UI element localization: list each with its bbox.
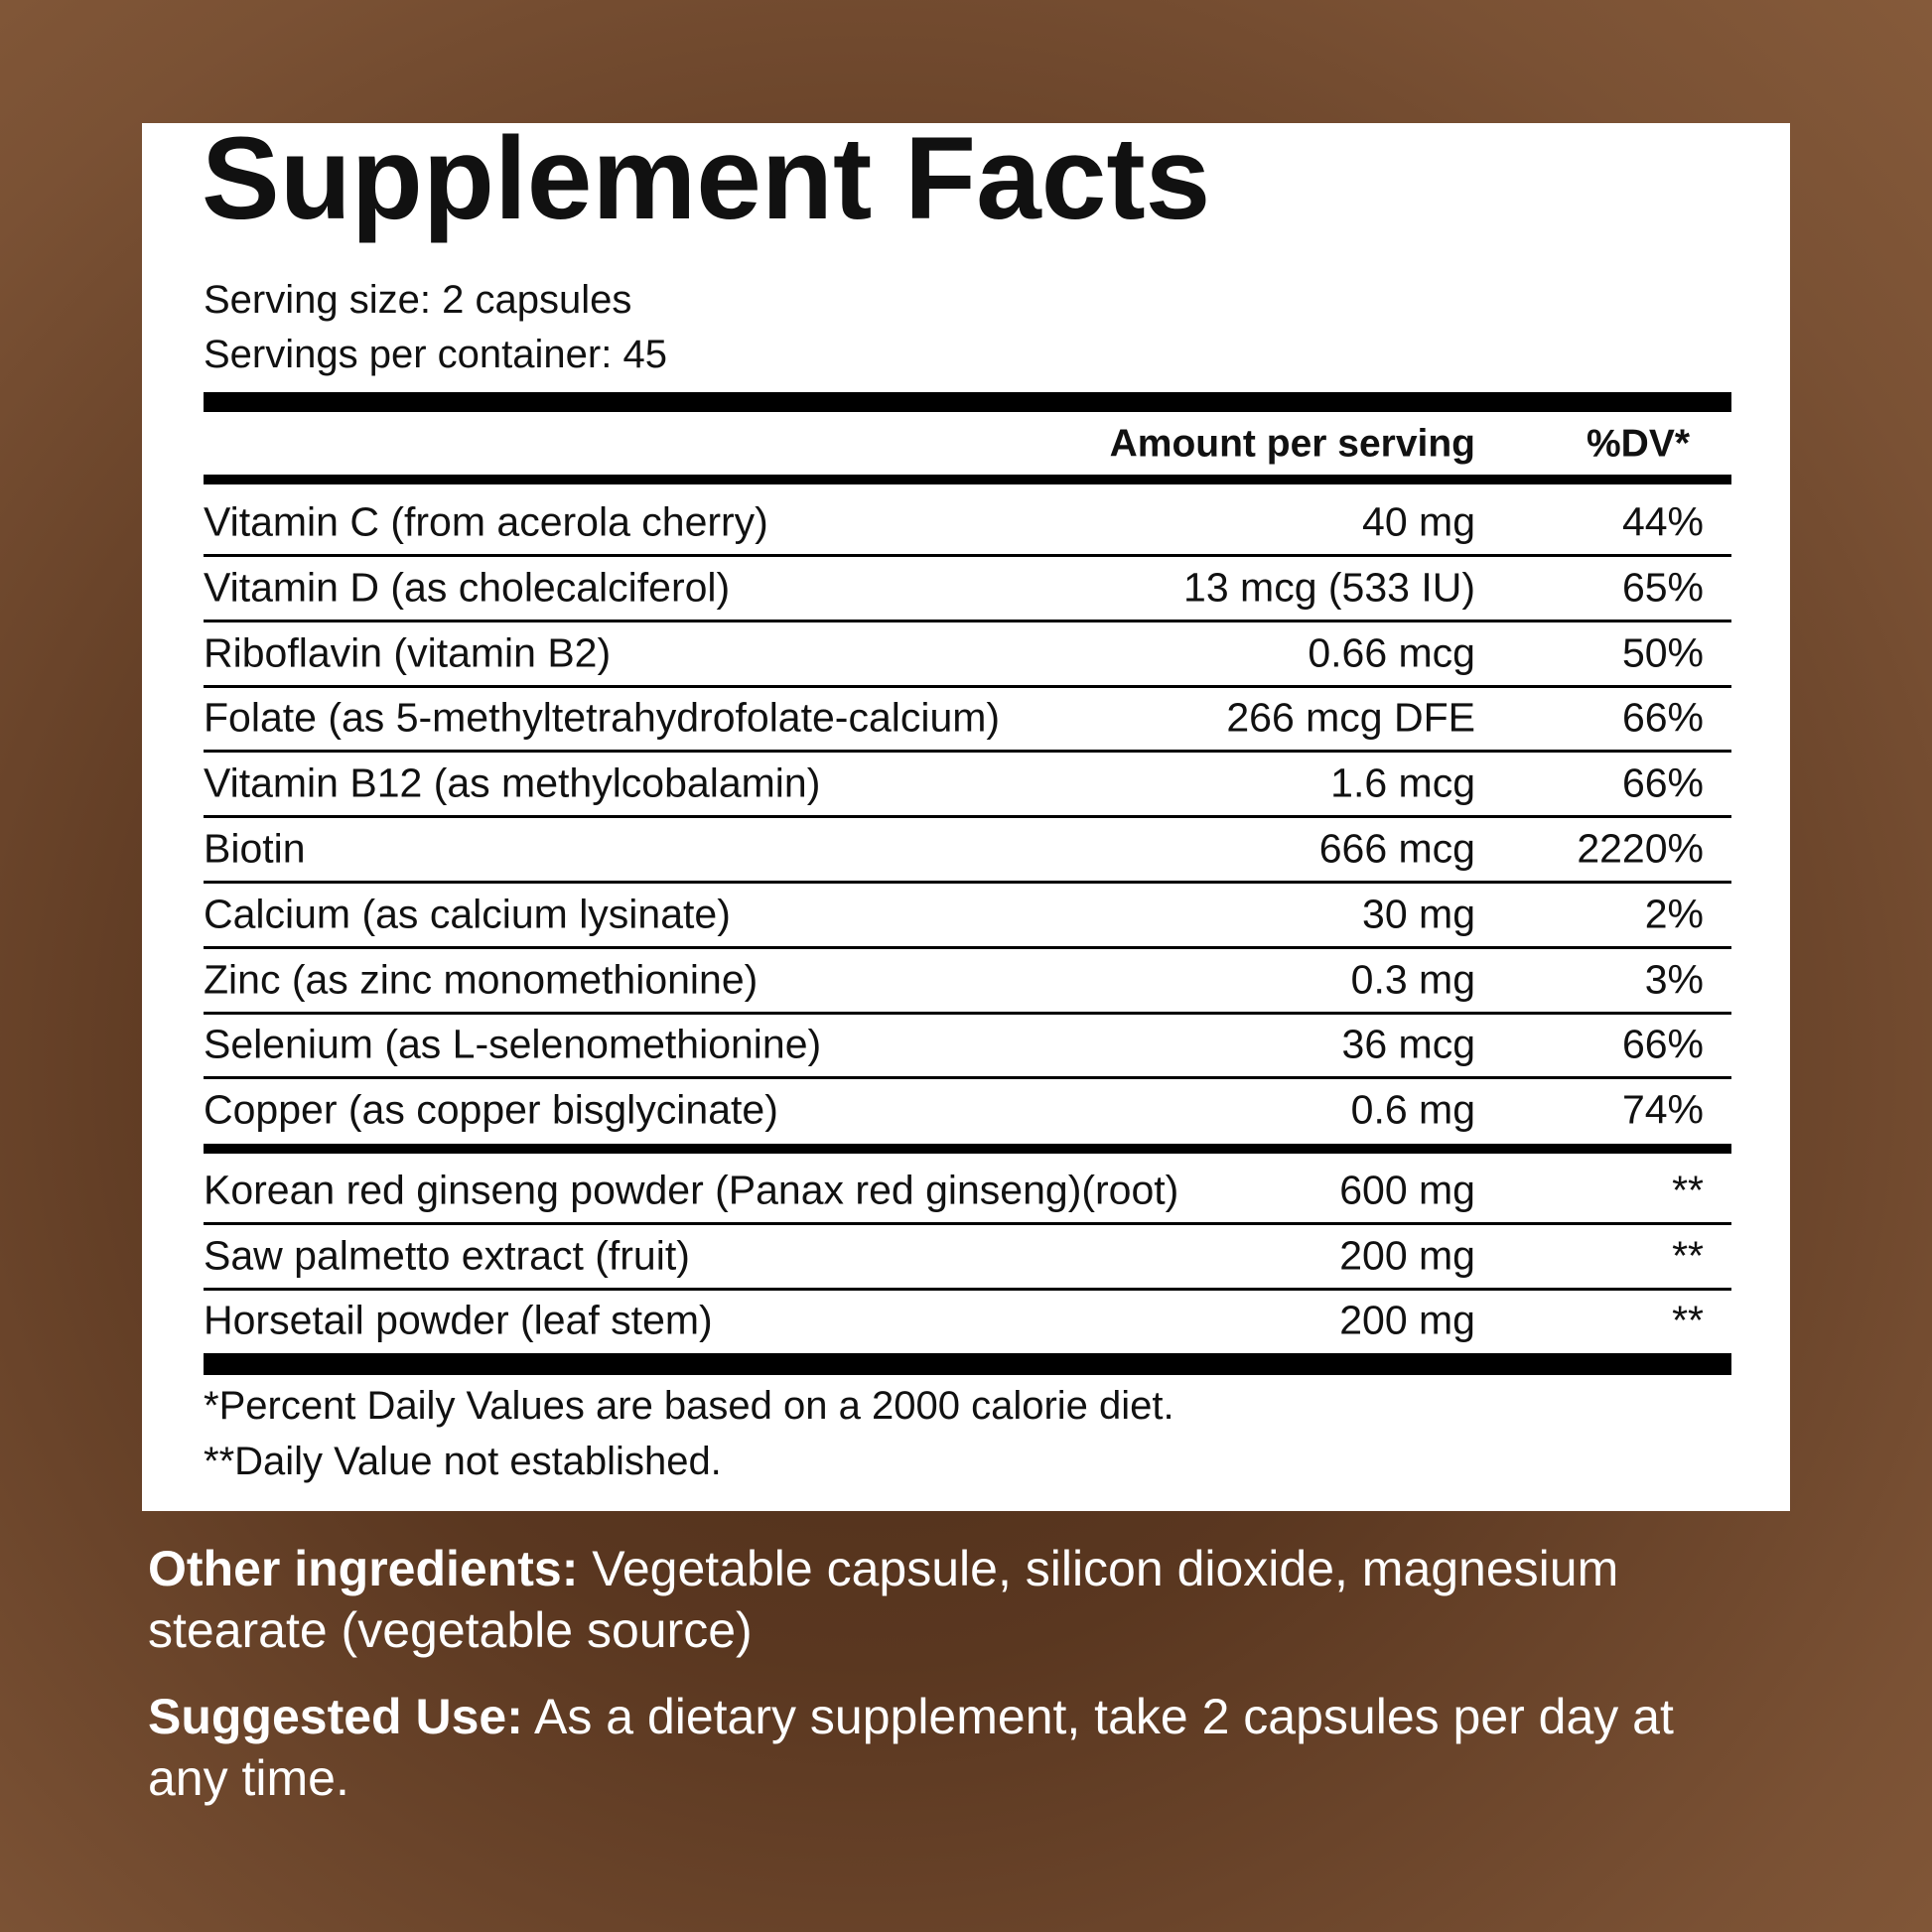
row-rule — [204, 1076, 1731, 1080]
row-rule — [204, 881, 1731, 884]
daily-value: 44% — [1621, 498, 1704, 545]
nutrient-name: Biotin — [204, 825, 306, 872]
daily-value: 66% — [1621, 1021, 1704, 1067]
column-header: Amount per serving — [1109, 422, 1475, 466]
title: Supplement Facts — [202, 113, 1211, 244]
rule — [204, 392, 1731, 412]
nutrient-name: Horsetail powder (leaf stem) — [204, 1297, 713, 1343]
daily-value: ** — [1672, 1232, 1704, 1279]
daily-value: 2220% — [1577, 825, 1704, 872]
nutrient-name: Selenium (as L-selenomethionine) — [204, 1021, 822, 1067]
row-rule — [204, 684, 1731, 688]
nutrient-name: Riboflavin (vitamin B2) — [204, 629, 612, 676]
footnote: **Daily Value not established. — [204, 1440, 722, 1483]
serving-size: Serving size: 2 capsules — [204, 278, 632, 322]
nutrient-name: Korean red ginseng powder (Panax red gin… — [204, 1167, 1179, 1213]
suggested-use: Suggested Use: As a dietary supplement, … — [148, 1686, 1736, 1809]
amount: 266 mcg DFE — [1226, 694, 1475, 741]
amount: 666 mcg — [1318, 825, 1475, 872]
row-rule — [204, 1222, 1731, 1225]
nutrient-name: Copper (as copper bisglycinate) — [204, 1086, 778, 1133]
daily-value: ** — [1672, 1297, 1704, 1343]
servings-per-container: Servings per container: 45 — [204, 333, 667, 376]
row-rule — [204, 750, 1731, 754]
text: Vegetable capsule, silicon dioxide, magn… — [148, 1541, 1619, 1658]
nutrient-name: Vitamin B12 (as methylcobalamin) — [204, 759, 821, 806]
amount: 1.6 mcg — [1330, 759, 1475, 806]
daily-value: 66% — [1621, 694, 1704, 741]
rule — [204, 475, 1731, 484]
label: Other ingredients: — [148, 1541, 579, 1596]
amount: 200 mg — [1339, 1297, 1475, 1343]
row-rule — [204, 1287, 1731, 1291]
amount: 30 mg — [1362, 891, 1475, 937]
daily-value: 3% — [1644, 956, 1704, 1003]
amount: 0.66 mcg — [1308, 629, 1475, 676]
rule — [204, 1144, 1731, 1154]
nutrient-name: Zinc (as zinc monomethionine) — [204, 956, 759, 1003]
column-header: %DV* — [1587, 422, 1691, 466]
row-rule — [204, 554, 1731, 557]
daily-value: ** — [1672, 1167, 1704, 1213]
nutrient-name: Vitamin D (as cholecalciferol) — [204, 564, 731, 611]
amount: 0.6 mg — [1350, 1086, 1475, 1133]
nutrient-name: Folate (as 5-methyltetrahydrofolate-calc… — [204, 694, 1001, 741]
text: As a dietary supplement, take 2 capsules… — [148, 1689, 1674, 1806]
other-ingredients: Other ingredients: Vegetable capsule, si… — [148, 1538, 1736, 1661]
row-rule — [204, 1011, 1731, 1015]
daily-value: 74% — [1621, 1086, 1704, 1133]
amount: 600 mg — [1339, 1167, 1475, 1213]
daily-value: 65% — [1621, 564, 1704, 611]
amount: 0.3 mg — [1350, 956, 1475, 1003]
label: Suggested Use: — [148, 1689, 523, 1744]
daily-value: 2% — [1644, 891, 1704, 937]
row-rule — [204, 619, 1731, 622]
daily-value: 50% — [1621, 629, 1704, 676]
nutrient-name: Saw palmetto extract (fruit) — [204, 1232, 690, 1279]
daily-value: 66% — [1621, 759, 1704, 806]
footnote: *Percent Daily Values are based on a 200… — [204, 1384, 1174, 1428]
amount: 13 mcg (533 IU) — [1183, 564, 1475, 611]
amount: 36 mcg — [1341, 1021, 1475, 1067]
row-rule — [204, 945, 1731, 949]
amount: 40 mg — [1362, 498, 1475, 545]
nutrient-name: Vitamin C (from acerola cherry) — [204, 498, 768, 545]
nutrient-name: Calcium (as calcium lysinate) — [204, 891, 731, 937]
amount: 200 mg — [1339, 1232, 1475, 1279]
rule — [204, 1353, 1731, 1375]
row-rule — [204, 815, 1731, 819]
